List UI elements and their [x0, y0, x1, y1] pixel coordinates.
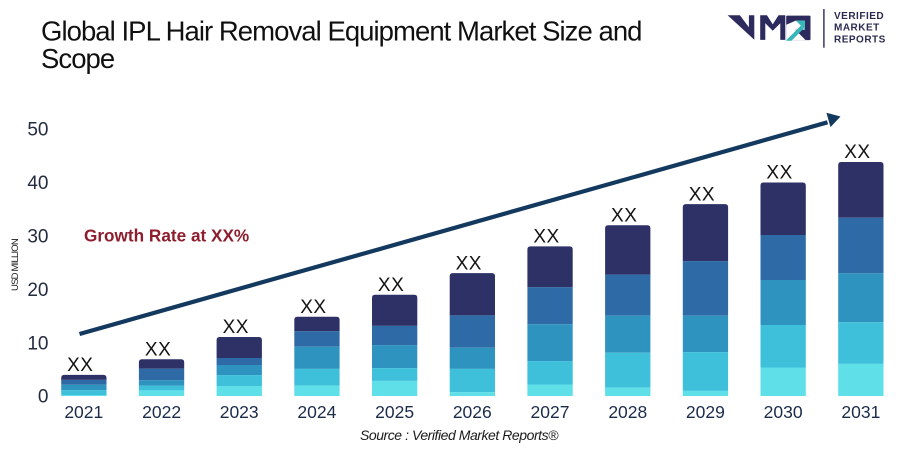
- svg-text:2025: 2025: [375, 402, 414, 422]
- svg-text:XX: XX: [533, 227, 559, 248]
- svg-text:MARKET: MARKET: [834, 23, 880, 34]
- svg-text:2022: 2022: [142, 402, 181, 422]
- svg-text:XX: XX: [456, 253, 482, 274]
- svg-text:XX: XX: [300, 297, 326, 318]
- svg-text:Scope: Scope: [41, 43, 115, 74]
- svg-text:Source : Verified Market Repo: Source : Verified Market Reports®: [360, 427, 559, 443]
- svg-text:XX: XX: [766, 163, 792, 184]
- svg-text:2023: 2023: [220, 402, 259, 422]
- svg-text:XX: XX: [611, 206, 637, 227]
- svg-text:2028: 2028: [608, 402, 647, 422]
- svg-text:20: 20: [27, 280, 48, 301]
- svg-text:2029: 2029: [686, 402, 725, 422]
- svg-text:XX: XX: [145, 340, 171, 361]
- svg-text:Global IPL Hair Removal Equipm: Global IPL Hair Removal Equipment Market…: [41, 15, 642, 46]
- svg-text:50: 50: [27, 120, 48, 141]
- svg-text:XX: XX: [689, 184, 715, 205]
- svg-text:2027: 2027: [531, 402, 570, 422]
- svg-text:40: 40: [27, 173, 48, 194]
- svg-text:2021: 2021: [64, 402, 103, 422]
- svg-text:10: 10: [27, 333, 48, 354]
- svg-text:USD MILLION: USD MILLION: [10, 238, 21, 291]
- svg-text:XX: XX: [223, 317, 249, 338]
- svg-text:XX: XX: [844, 142, 870, 163]
- svg-text:30: 30: [27, 227, 48, 248]
- svg-text:XX: XX: [67, 355, 93, 376]
- svg-text:0: 0: [38, 387, 49, 408]
- svg-text:2024: 2024: [297, 402, 336, 422]
- svg-text:Growth Rate at XX%: Growth Rate at XX%: [84, 226, 249, 246]
- svg-text:2026: 2026: [453, 402, 492, 422]
- svg-text:2031: 2031: [841, 402, 880, 422]
- svg-text:2030: 2030: [764, 402, 803, 422]
- svg-text:REPORTS: REPORTS: [834, 34, 886, 45]
- svg-text:XX: XX: [378, 275, 404, 296]
- svg-text:VERIFIED: VERIFIED: [834, 11, 884, 22]
